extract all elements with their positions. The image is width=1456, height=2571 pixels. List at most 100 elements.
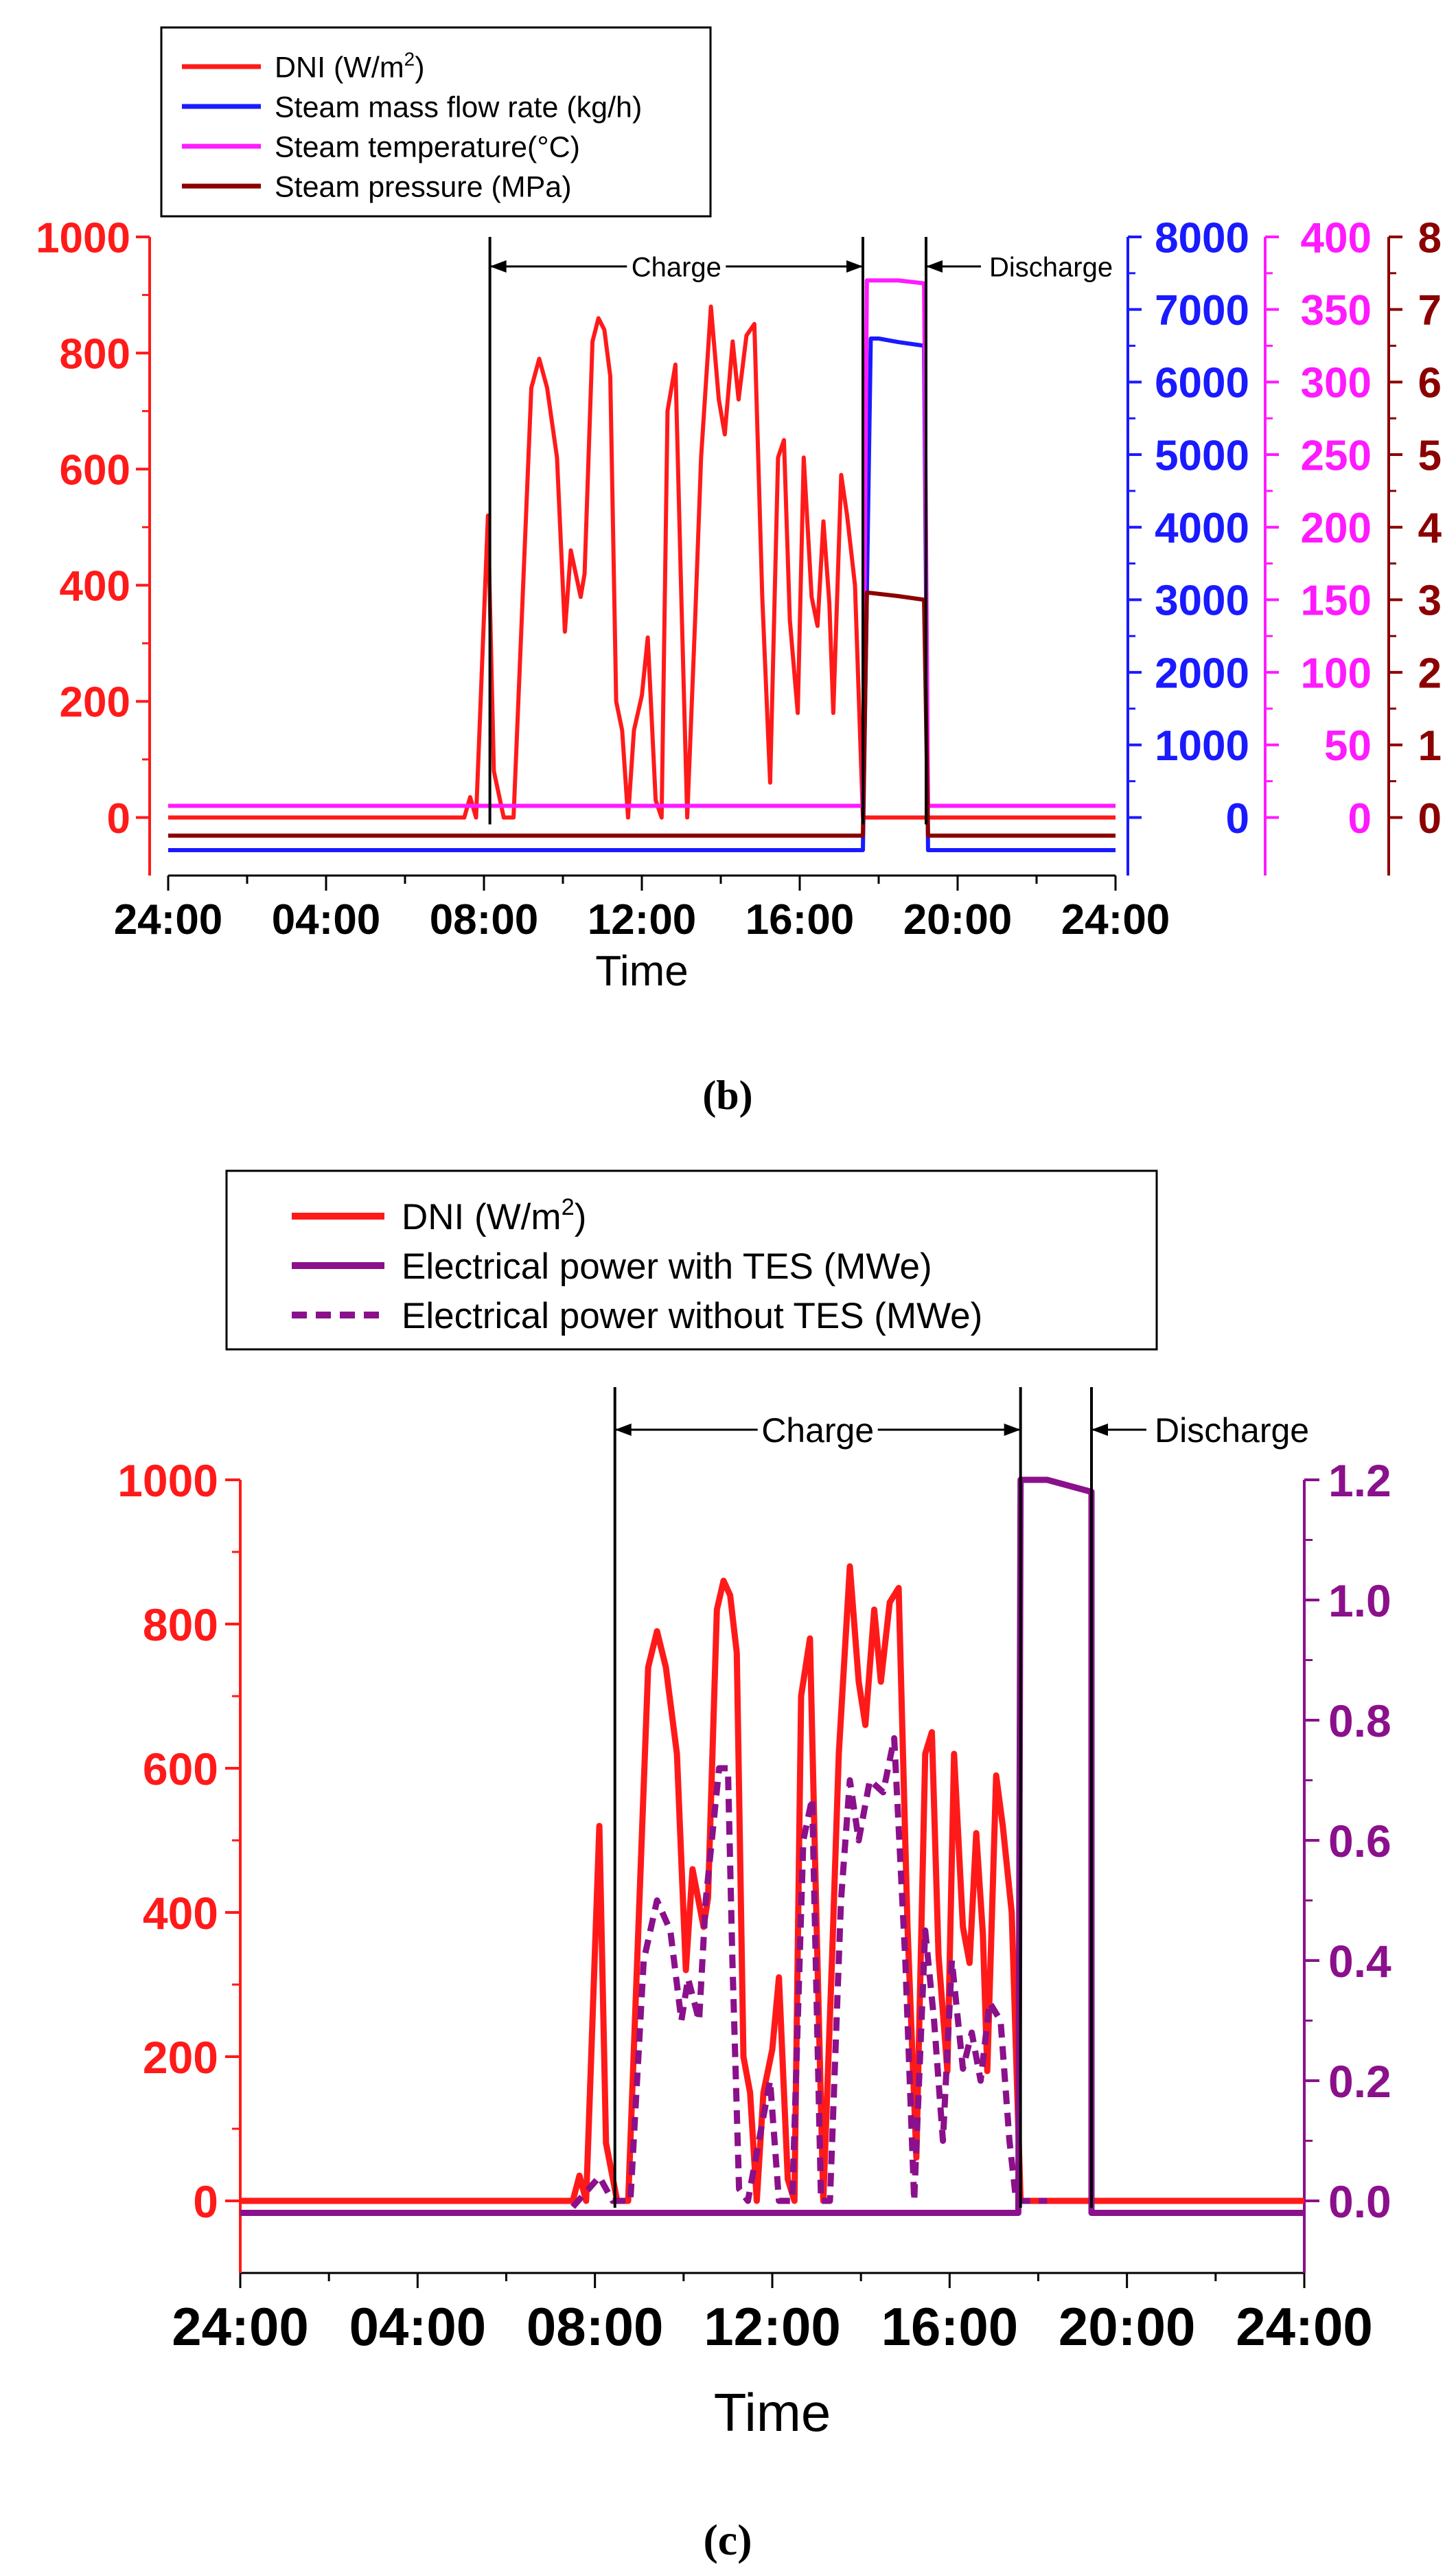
legend-entry-close: ): [575, 1197, 587, 1237]
y-tick-label-dni: 600: [60, 447, 130, 494]
charge-arrowhead-left: [489, 260, 507, 273]
y-tick-label-dni: 800: [143, 1599, 218, 1650]
legend-entry-text: Steam pressure (MPa: [275, 170, 562, 203]
series-line-steam-pressure: [168, 590, 1116, 838]
legend-entry: Steam pressure (MPa): [275, 170, 572, 203]
y-tick-label-dni: 1000: [117, 1455, 218, 1506]
legend-entry: Electrical power without TES (MWe): [402, 1296, 982, 1336]
series-line-steam-mass-flow-rate: [168, 336, 1116, 852]
legend-entry-close: ): [920, 1246, 932, 1287]
y-tick-label-dni: 400: [60, 563, 130, 610]
chart-panel-c: 0 200 400 600 800 1000 0.0 0.2 0.4 0.6 0.8 1.0 1.2 24…: [117, 1169, 1391, 2564]
legend-entry: DNI (W/m2): [402, 1194, 586, 1237]
legend-entry-text: Steam temperature(°C: [275, 130, 570, 163]
legend-entry: Electrical power with TES (MWe): [402, 1246, 932, 1287]
legend-entry-text: DNI (W/m: [275, 51, 404, 84]
x-tick-label: 24:00: [172, 2296, 309, 2357]
x-tick-label: 20:00: [1059, 2296, 1196, 2357]
y-tick-label-dni: 800: [60, 330, 130, 378]
legend-entry: Steam temperature(°C): [275, 130, 580, 163]
x-tick-label: 20:00: [903, 896, 1013, 944]
series-line-electrical-power-without-tes: [570, 1735, 1048, 2209]
discharge-label: Discharge: [989, 252, 1113, 282]
discharge-label: Discharge: [1155, 1411, 1309, 1450]
x-tick-label: 12:00: [704, 2296, 841, 2357]
x-tick-label: 16:00: [746, 896, 855, 944]
y-tick-label-press: 3: [1418, 578, 1442, 625]
chart-panel-b: 0200400600800100001000200030004000500060…: [36, 26, 1442, 1118]
y-tick-label-flow: 6000: [1155, 360, 1249, 407]
legend-entry-sup: 2: [404, 48, 415, 69]
y-tick-label-dni: 400: [143, 1888, 218, 1939]
legend-entry-text: Steam mass flow rate (kg/h: [275, 91, 632, 124]
y-tick-label-press: 1: [1418, 722, 1442, 770]
series-line-dni: [168, 304, 1116, 820]
legend-entry-text: Electrical power with TES (MWe: [402, 1246, 920, 1287]
legend-entry: Steam mass flow rate (kg/h): [275, 91, 642, 124]
y-tick-label-flow: 3000: [1155, 578, 1249, 625]
legend-entry-close: ): [971, 1296, 983, 1336]
y-tick-label-temp: 350: [1301, 287, 1372, 334]
y-tick-label-press: 7: [1418, 287, 1442, 334]
y-tick-label-press: 8: [1418, 214, 1442, 262]
x-tick-label: 08:00: [527, 2296, 664, 2357]
y-tick-label-power: 0.4: [1328, 1936, 1391, 1987]
x-tick-label: 12:00: [588, 896, 697, 944]
y-tick-label-flow: 0: [1226, 795, 1249, 843]
y-tick-label-press: 2: [1418, 650, 1442, 697]
legend-entry-text: DNI (W/m: [402, 1197, 562, 1237]
y-tick-label-dni: 0: [193, 2176, 218, 2227]
legend-entry-close: ): [632, 91, 642, 124]
charge-label: Charge: [761, 1411, 874, 1450]
charge-arrowhead-right: [846, 260, 863, 273]
x-tick-label: 04:00: [349, 2296, 487, 2357]
x-tick-label: 24:00: [1061, 896, 1170, 944]
legend: DNI (W/m2)Electrical power with TES (MWe…: [225, 1169, 1158, 1351]
y-tick-label-power: 0.6: [1328, 1816, 1391, 1866]
legend-box: [225, 1169, 1158, 1351]
y-tick-label-dni: 200: [143, 2032, 218, 2083]
legend: DNI (W/m2)Steam mass flow rate (kg/h)Ste…: [160, 26, 712, 218]
legend-entry: DNI (W/m2): [275, 48, 425, 84]
x-tick-label: 16:00: [881, 2296, 1019, 2357]
series-line-steam-temperature: [168, 278, 1116, 808]
y-tick-label-power: 1.2: [1328, 1455, 1391, 1506]
legend-entry-sup: 2: [562, 1194, 575, 1220]
y-tick-label-temp: 50: [1324, 722, 1372, 770]
x-axis-title: Time: [714, 2382, 831, 2443]
y-tick-label-temp: 200: [1301, 505, 1372, 552]
legend-entry-close: ): [562, 170, 571, 203]
y-tick-label-press: 6: [1418, 360, 1442, 407]
y-tick-label-power: 0.0: [1328, 2176, 1391, 2227]
y-tick-label-flow: 5000: [1155, 432, 1249, 479]
y-tick-label-temp: 100: [1301, 650, 1372, 697]
y-tick-label-temp: 300: [1301, 360, 1372, 407]
y-tick-label-flow: 8000: [1155, 214, 1249, 262]
series-line-dni: [240, 1563, 1304, 2204]
y-tick-label-dni: 600: [143, 1744, 218, 1794]
y-tick-label-flow: 7000: [1155, 287, 1249, 334]
x-tick-label: 24:00: [1236, 2296, 1373, 2357]
x-tick-label: 04:00: [272, 896, 381, 944]
x-tick-label: 08:00: [430, 896, 539, 944]
y-tick-label-dni: 1000: [36, 214, 130, 262]
legend-entry-close: ): [415, 51, 424, 84]
panel-caption: (c): [703, 2515, 752, 2564]
y-tick-label-flow: 1000: [1155, 722, 1249, 770]
legend-entry-text: Electrical power without TES (MWe: [402, 1296, 971, 1336]
charge-arrowhead-left: [614, 1424, 632, 1436]
discharge-arrowhead: [926, 260, 943, 273]
charge-label: Charge: [632, 252, 721, 282]
y-tick-label-press: 5: [1418, 432, 1442, 479]
discharge-arrowhead: [1091, 1424, 1108, 1436]
panel-caption: (b): [702, 1073, 752, 1118]
y-tick-label-press: 0: [1418, 795, 1442, 843]
x-axis-title: Time: [595, 948, 688, 995]
y-tick-label-flow: 2000: [1155, 650, 1249, 697]
y-tick-label-temp: 0: [1348, 795, 1372, 843]
y-tick-label-temp: 400: [1301, 214, 1372, 262]
y-tick-label-power: 0.2: [1328, 2056, 1391, 2107]
legend-entry-close: ): [570, 130, 580, 163]
y-tick-label-dni: 200: [60, 679, 130, 727]
